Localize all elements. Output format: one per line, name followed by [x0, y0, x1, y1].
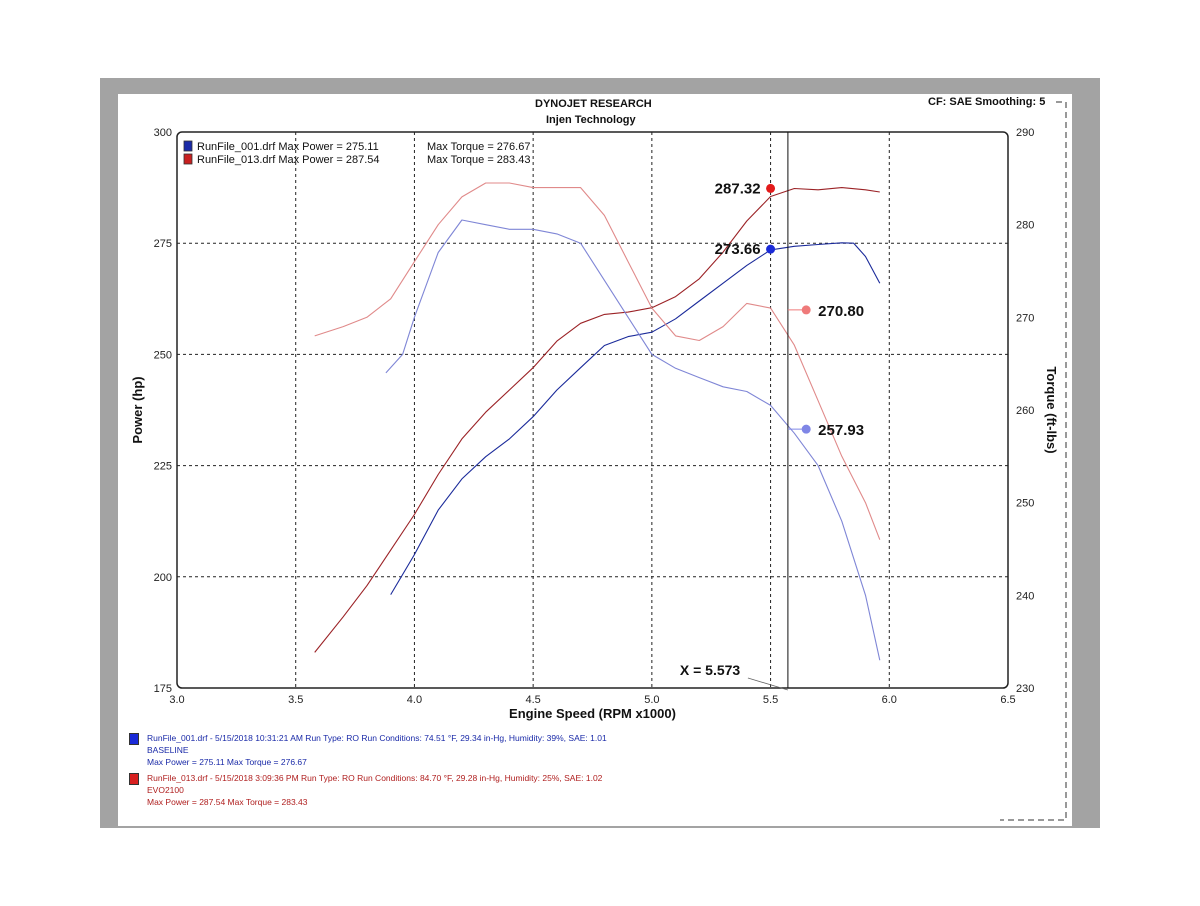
marker-label: 257.93 — [818, 422, 864, 439]
marker-label: 270.80 — [818, 303, 864, 320]
plot-frame — [176, 131, 1009, 689]
legend-entry: RunFile_001.drf Max Power = 275.11 — [197, 141, 379, 153]
x-tick-label: 5.0 — [644, 694, 659, 706]
run1-name: BASELINE — [147, 745, 189, 755]
y2-tick-label: 250 — [1016, 498, 1034, 510]
x-tick-label: 6.5 — [1000, 694, 1015, 706]
x-tick-label: 6.0 — [882, 694, 897, 706]
marker-dot — [801, 305, 811, 315]
y2-tick-label: 230 — [1016, 683, 1034, 695]
run2-name: EVO2100 — [147, 785, 184, 795]
settings-label: CF: SAE Smoothing: 5 — [928, 96, 1046, 108]
legend-torque: Max Torque = 283.43 — [427, 154, 530, 166]
run2-max: Max Power = 287.54 Max Torque = 283.43 — [147, 797, 308, 807]
legend-entry: RunFile_013.drf Max Power = 287.54 — [197, 154, 380, 166]
x-tick-label: 3.0 — [169, 694, 184, 706]
marker-label: 273.66 — [715, 241, 761, 258]
x-tick-label: 4.5 — [525, 694, 540, 706]
marker-dot — [766, 244, 776, 254]
y-axis-label: Power (hp) — [130, 376, 145, 443]
y2-tick-label: 240 — [1016, 590, 1034, 602]
run2-details: RunFile_013.drf - 5/15/2018 3:09:36 PM R… — [147, 773, 603, 783]
y-tick-label: 250 — [154, 349, 172, 361]
cursor-leader — [747, 677, 789, 691]
x-tick-label: 3.5 — [288, 694, 303, 706]
y-tick-label: 200 — [154, 572, 172, 584]
run1-max: Max Power = 275.11 Max Torque = 276.67 — [147, 757, 307, 767]
y2-axis-label: Torque (ft-lbs) — [1044, 366, 1059, 453]
sheet-border — [1000, 101, 1067, 821]
chart-title: DYNOJET RESEARCH — [535, 98, 652, 110]
x-tick-label: 5.5 — [763, 694, 778, 706]
legend-torque: Max Torque = 276.67 — [427, 141, 530, 153]
x-axis-label: Engine Speed (RPM x1000) — [509, 706, 676, 721]
series-line-2 — [314, 187, 880, 653]
y-tick-label: 275 — [154, 238, 172, 250]
y-tick-label: 225 — [154, 461, 172, 473]
run1-details: RunFile_001.drf - 5/15/2018 10:31:21 AM … — [147, 733, 607, 743]
x-tick-label: 4.0 — [407, 694, 422, 706]
series-line-1 — [390, 242, 881, 595]
legend-swatch — [183, 140, 193, 152]
chart-subtitle: Injen Technology — [546, 114, 636, 126]
y-tick-label: 300 — [154, 127, 172, 139]
y2-tick-label: 270 — [1016, 312, 1034, 324]
run1-swatch — [129, 733, 139, 745]
series-line-4 — [314, 182, 881, 540]
y2-tick-label: 280 — [1016, 220, 1034, 232]
marker-dot — [801, 424, 811, 434]
marker-dot — [766, 183, 776, 193]
series-line-3 — [385, 219, 881, 661]
y-tick-label: 175 — [154, 683, 172, 695]
legend-swatch — [183, 153, 193, 165]
run2-swatch — [129, 773, 139, 785]
cursor-readout: X = 5.573 — [680, 662, 741, 678]
y2-tick-label: 290 — [1016, 127, 1034, 139]
y2-tick-label: 260 — [1016, 405, 1034, 417]
marker-label: 287.32 — [715, 180, 761, 197]
